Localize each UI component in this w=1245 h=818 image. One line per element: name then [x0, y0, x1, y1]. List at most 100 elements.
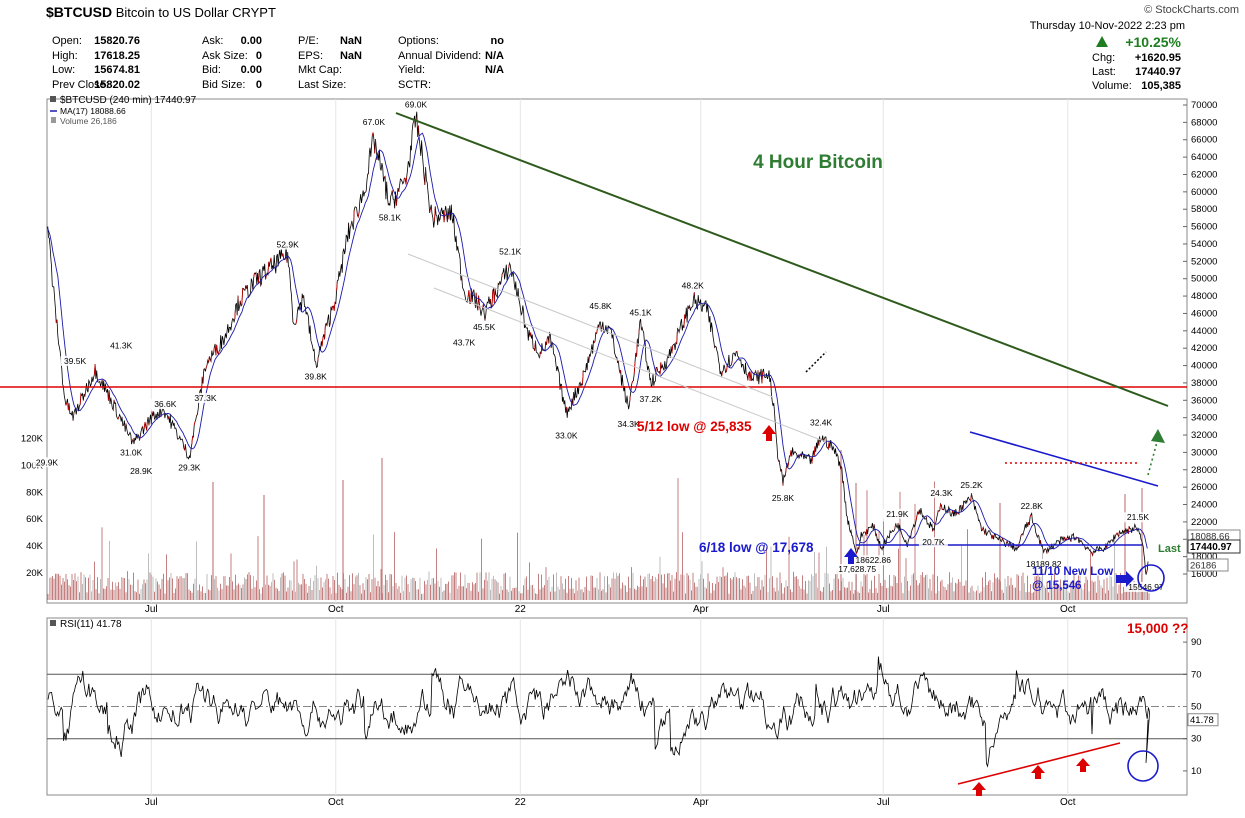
blue-arrow-icon — [844, 548, 858, 564]
last-label: Last: — [1092, 66, 1116, 78]
brand-credit: © StockCharts.com — [1144, 4, 1239, 16]
peak-label: 43.7K — [453, 337, 476, 347]
quote-label: P/E: — [298, 35, 319, 47]
annotation-target: 15,000 ?? — [1127, 621, 1189, 636]
ma-value-tag: 18088.66 — [1190, 532, 1230, 543]
peak-label: 25.8K — [772, 493, 795, 503]
peak-label: 45.8K — [589, 301, 612, 311]
rsi-y-tick-label: 10 — [1191, 766, 1202, 777]
quote-value: 0.00 — [240, 64, 262, 76]
rsi-y-tick-label: 30 — [1191, 734, 1202, 745]
blue-right-arrow-icon — [1116, 571, 1134, 587]
projection-arrow-head — [1151, 429, 1165, 443]
peak-label: 67.0K — [363, 117, 386, 127]
volume-tick-label: 120K — [21, 433, 44, 444]
red-up-arrow-icon — [1076, 758, 1090, 772]
rsi-y-tick-label: 70 — [1191, 669, 1202, 680]
dotted-projection — [805, 351, 827, 373]
annotation-512-low: 5/12 low @ 25,835 — [637, 419, 752, 434]
y-tick-label: 38000 — [1191, 378, 1217, 389]
peak-label-bg — [1123, 512, 1153, 523]
quote-value: N/A — [485, 64, 504, 76]
peak-label: 41.3K — [110, 340, 133, 350]
peak-label-bg — [150, 399, 180, 410]
peak-label: 45.5K — [473, 322, 496, 332]
peak-label: 33.0K — [555, 430, 578, 440]
quote-label: High: — [52, 49, 78, 62]
chg-label: Chg: — [1092, 52, 1116, 64]
y-tick-label: 58000 — [1191, 204, 1217, 215]
peak-label: 21.9K — [886, 509, 909, 519]
peak-label-bg — [375, 212, 405, 223]
peak-label-bg — [60, 355, 90, 366]
quote-value: 17618.25 — [94, 49, 140, 62]
y-tick-label: 22000 — [1191, 517, 1217, 528]
peak-label-bg — [469, 321, 499, 332]
peak-label-bg — [882, 508, 912, 519]
channel-line — [407, 253, 774, 398]
volume-value: 105,385 — [1141, 80, 1181, 92]
x-tick-label: Apr — [693, 604, 709, 615]
volume-tick-label: 100K — [21, 460, 44, 471]
quote-label: Annual Dividend: — [398, 49, 482, 62]
peak-label: 18622.86 — [856, 555, 892, 565]
highlight-circle — [1137, 564, 1165, 592]
rsi-legend: RSI(11) 41.78 — [60, 619, 122, 630]
annotation-new-low-value: @ 15,546 — [1032, 580, 1082, 592]
peak-label: 37.3K — [194, 393, 217, 403]
rsi-highlight-circle — [1127, 750, 1159, 782]
instrument-name: Bitcoin to US Dollar — [115, 5, 229, 20]
peak-label: 28.9K — [130, 466, 153, 476]
peak-label: 52.1K — [499, 246, 522, 256]
symbol-line: $BTCUSD Bitcoin to US Dollar CRYPT — [46, 4, 276, 20]
peak-label: 22.8K — [1021, 501, 1044, 511]
legend-volume: Volume 26,186 — [60, 116, 117, 126]
y-tick-label: 60000 — [1191, 187, 1217, 198]
peak-label: 18189.82 — [1026, 559, 1062, 569]
y-tick-label: 46000 — [1191, 308, 1217, 319]
percent-change: +10.25% — [1125, 34, 1181, 50]
timestamp: Thursday 10-Nov-2022 2:23 pm — [1029, 20, 1185, 32]
quote-summary: Thursday 10-Nov-2022 2:23 pm +10.25% Chg… — [1020, 20, 1185, 92]
peak-label: 21.5K — [1127, 512, 1150, 522]
quote-value: 0 — [255, 78, 262, 91]
quote-label: Bid Size: — [202, 78, 246, 91]
peak-label-bg — [678, 280, 708, 291]
peak-label: 45.1K — [630, 307, 653, 317]
rsi-legend-swatch — [50, 620, 56, 626]
x-tick-label: Jul — [877, 797, 890, 808]
y-tick-label: 18000 — [1191, 552, 1217, 563]
peak-label-bg — [174, 462, 204, 473]
last-value: 17440.97 — [1135, 66, 1181, 78]
peak-label-bg — [806, 417, 836, 428]
peak-label-bg — [359, 117, 389, 128]
peak-label-bg — [32, 457, 62, 468]
peak-label-bg — [1017, 500, 1047, 511]
red-arrow-icon — [762, 425, 776, 441]
quote-value: 0 — [255, 49, 262, 62]
peak-label-bg — [586, 301, 616, 312]
resistance-line-blue — [969, 431, 1159, 487]
peak-label-bg — [636, 393, 666, 404]
quote-header: $BTCUSD Bitcoin to US Dollar CRYPT © Sto… — [0, 0, 1245, 100]
peak-label: 37.2K — [640, 394, 663, 404]
quote-label: Ask: — [202, 35, 224, 47]
quote-value: 15820.02 — [94, 78, 140, 91]
last-value-tag: 17440.97 — [1190, 542, 1232, 553]
volume-tick-label: 80K — [26, 487, 44, 498]
legend-price: $BTCUSD (240 min) 17440.97 — [60, 95, 197, 106]
peak-label-bg — [851, 555, 896, 566]
x-tick-label: 22 — [515, 604, 527, 615]
projection-arrow-line — [1147, 441, 1158, 476]
chart-title: 4 Hour Bitcoin — [753, 152, 883, 173]
peak-label-bg — [116, 447, 146, 458]
quote-value: N/A — [485, 49, 504, 62]
red-up-arrow-icon — [972, 782, 986, 796]
y-tick-label: 62000 — [1191, 169, 1217, 180]
volume-tick-label: 60K — [26, 514, 44, 525]
price-line — [46, 111, 1149, 575]
legend-swatch — [50, 96, 56, 102]
channel-line — [433, 287, 827, 443]
quote-label: SCTR: — [398, 78, 431, 91]
peak-label: 52.9K — [277, 240, 300, 250]
